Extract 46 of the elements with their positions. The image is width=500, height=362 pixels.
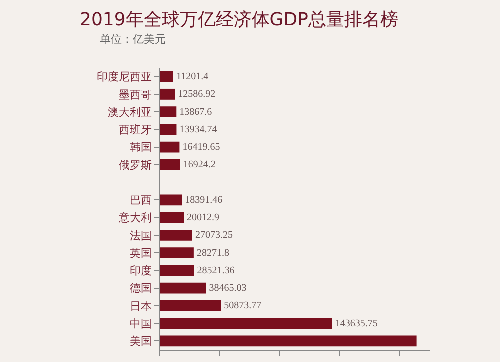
- y-tick-label: 英国: [130, 246, 152, 260]
- y-tick-label: 德国: [130, 282, 152, 296]
- bar: [160, 230, 192, 241]
- data-label: 16924.2: [183, 160, 216, 171]
- data-label: 28521.36: [197, 265, 235, 276]
- y-tick-label: 印度尼西亚: [96, 70, 152, 84]
- y-tick-label: 墨西哥: [118, 88, 152, 102]
- data-label: 13867.6: [180, 106, 212, 118]
- y-tick-label: 意大利: [118, 212, 152, 225]
- bar: [160, 194, 182, 206]
- y-tick-label: 日本: [130, 300, 152, 313]
- bar: [160, 71, 174, 82]
- y-tick-label: 韩国: [130, 141, 152, 154]
- bar: [160, 159, 180, 170]
- data-label: 16419.65: [182, 142, 220, 154]
- chart-title: 2019年全球万亿经济体GDP总量排名榜: [80, 9, 398, 30]
- y-tick-label: 澳大利亚: [108, 106, 152, 119]
- y-tick-label: 中国: [130, 317, 152, 330]
- y-tick-label: 美国: [130, 335, 152, 348]
- y-tick-label: 法国: [130, 229, 152, 242]
- bar: [160, 212, 184, 224]
- y-tick-label: 西班牙: [118, 124, 152, 137]
- data-label: 11201.4: [176, 72, 209, 83]
- bar: [160, 142, 180, 153]
- y-tick-label: 巴西: [130, 194, 152, 208]
- bar: [160, 106, 177, 118]
- y-tick-label: 俄罗斯: [118, 158, 152, 172]
- y-tick-label: 印度: [130, 264, 152, 278]
- data-label: 50873.77: [224, 300, 262, 312]
- data-label: 13934.74: [180, 124, 218, 136]
- bar: [160, 336, 417, 347]
- data-label: 143635.75: [335, 318, 378, 330]
- data-label: 27073.25: [196, 230, 234, 242]
- bar: [160, 300, 222, 312]
- bar: [160, 248, 194, 259]
- data-label: 28271.8: [196, 248, 230, 259]
- bar: [160, 124, 177, 136]
- data-label: 20012.9: [187, 212, 220, 224]
- bar: [160, 318, 332, 330]
- bar: [160, 265, 194, 276]
- data-label: 38465.03: [209, 283, 247, 294]
- data-label: 12586.92: [178, 89, 216, 100]
- data-label: 18391.46: [185, 194, 223, 206]
- bar: [160, 88, 176, 100]
- chart-subtitle: 单位：亿美元: [100, 33, 166, 46]
- bar: [160, 282, 206, 294]
